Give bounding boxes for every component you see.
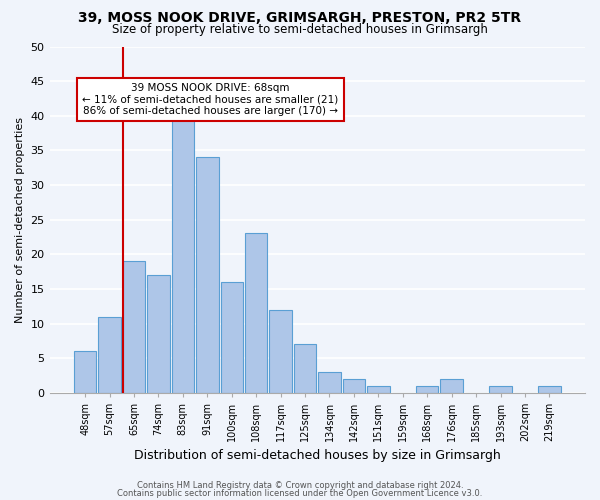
Y-axis label: Number of semi-detached properties: Number of semi-detached properties <box>15 116 25 322</box>
Bar <box>221 282 243 393</box>
Bar <box>74 351 97 393</box>
Bar <box>343 379 365 393</box>
Bar <box>123 261 145 393</box>
Bar <box>172 102 194 393</box>
Bar <box>98 316 121 393</box>
Text: Contains public sector information licensed under the Open Government Licence v3: Contains public sector information licen… <box>118 488 482 498</box>
Text: Size of property relative to semi-detached houses in Grimsargh: Size of property relative to semi-detach… <box>112 22 488 36</box>
Text: 39, MOSS NOOK DRIVE, GRIMSARGH, PRESTON, PR2 5TR: 39, MOSS NOOK DRIVE, GRIMSARGH, PRESTON,… <box>79 12 521 26</box>
Bar <box>416 386 439 393</box>
Bar <box>245 234 268 393</box>
Bar <box>196 158 218 393</box>
Bar <box>318 372 341 393</box>
Bar <box>147 275 170 393</box>
Bar <box>367 386 389 393</box>
Text: Contains HM Land Registry data © Crown copyright and database right 2024.: Contains HM Land Registry data © Crown c… <box>137 481 463 490</box>
Bar <box>294 344 316 393</box>
Bar <box>440 379 463 393</box>
Bar <box>269 310 292 393</box>
Bar <box>538 386 560 393</box>
X-axis label: Distribution of semi-detached houses by size in Grimsargh: Distribution of semi-detached houses by … <box>134 450 500 462</box>
Text: 39 MOSS NOOK DRIVE: 68sqm
← 11% of semi-detached houses are smaller (21)
86% of : 39 MOSS NOOK DRIVE: 68sqm ← 11% of semi-… <box>82 83 338 116</box>
Bar <box>490 386 512 393</box>
